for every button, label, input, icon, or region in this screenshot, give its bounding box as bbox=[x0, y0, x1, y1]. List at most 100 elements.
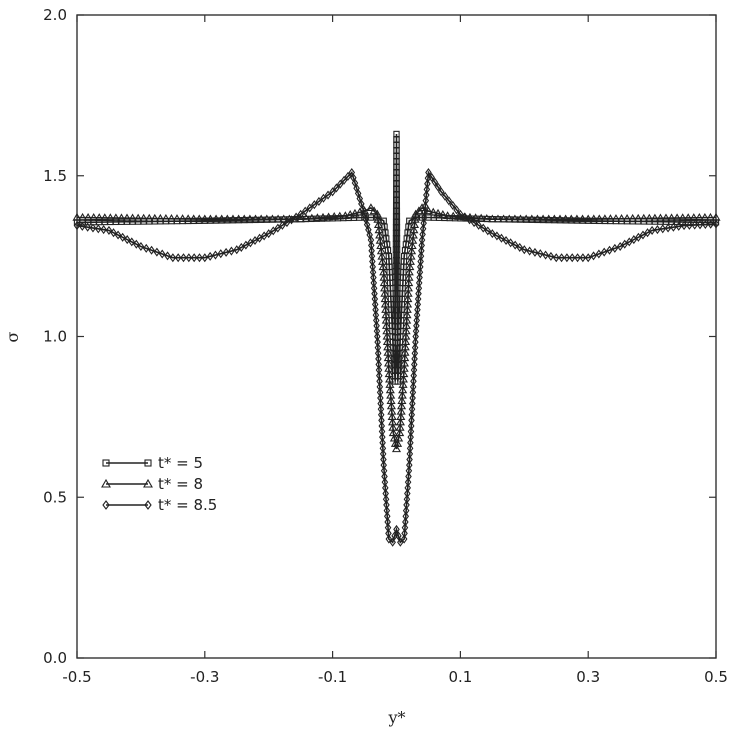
data-point bbox=[595, 249, 603, 259]
data-point bbox=[628, 213, 638, 222]
data-point bbox=[579, 253, 587, 263]
data-point bbox=[433, 208, 443, 217]
data-point bbox=[401, 337, 411, 346]
data-point bbox=[374, 331, 381, 342]
data-point bbox=[504, 214, 514, 223]
data-point bbox=[441, 191, 449, 201]
data-point bbox=[493, 231, 501, 241]
data-point bbox=[307, 213, 317, 222]
data-point bbox=[661, 213, 671, 222]
data-point bbox=[373, 326, 381, 336]
data-point bbox=[393, 524, 400, 534]
data-point bbox=[611, 214, 621, 222]
data-point bbox=[511, 240, 519, 250]
data-point bbox=[139, 213, 149, 222]
x-axis-label: y* bbox=[387, 708, 405, 727]
data-point bbox=[148, 245, 155, 255]
legend-item: t* = 8 bbox=[101, 475, 203, 493]
data-point bbox=[403, 294, 413, 303]
data-point bbox=[382, 489, 389, 499]
data-point bbox=[437, 187, 445, 197]
data-point bbox=[639, 213, 649, 222]
y-axis: 0.0 0.5 1.0 1.5 2.0 bbox=[43, 6, 716, 667]
data-point bbox=[415, 278, 423, 288]
data-point bbox=[393, 438, 403, 447]
data-point bbox=[178, 214, 188, 223]
data-point bbox=[404, 278, 414, 287]
data-point bbox=[563, 253, 571, 263]
data-point bbox=[377, 410, 385, 420]
data-point bbox=[292, 212, 300, 222]
data-point bbox=[385, 534, 393, 544]
data-point bbox=[712, 219, 720, 229]
data-point bbox=[428, 207, 438, 216]
data-point bbox=[527, 214, 537, 223]
data-point bbox=[412, 337, 419, 347]
data-point bbox=[375, 365, 383, 375]
data-point bbox=[493, 214, 503, 223]
data-point bbox=[402, 315, 412, 324]
data-point bbox=[169, 253, 177, 263]
data-point bbox=[172, 214, 182, 222]
data-point bbox=[407, 427, 415, 437]
data-point bbox=[265, 229, 272, 239]
data-point bbox=[273, 214, 283, 223]
data-point bbox=[382, 483, 389, 493]
data-point bbox=[260, 231, 268, 241]
data-point bbox=[526, 246, 533, 256]
data-point bbox=[454, 212, 464, 220]
series-triangle bbox=[72, 203, 721, 453]
data-point bbox=[100, 225, 107, 235]
data-point bbox=[395, 428, 405, 437]
data-point bbox=[128, 237, 136, 247]
data-point bbox=[700, 212, 710, 221]
data-point bbox=[406, 454, 413, 465]
y-tick-label: 1.0 bbox=[43, 328, 67, 346]
data-point bbox=[378, 427, 386, 437]
data-point bbox=[401, 528, 408, 538]
data-point bbox=[164, 251, 171, 261]
data-point bbox=[594, 214, 604, 223]
data-point bbox=[402, 506, 410, 516]
data-point bbox=[419, 224, 427, 234]
y-axis-label: σ bbox=[3, 331, 22, 342]
data-point bbox=[438, 210, 448, 218]
data-point bbox=[648, 225, 656, 235]
data-point bbox=[555, 214, 565, 223]
data-point bbox=[374, 343, 382, 353]
data-point bbox=[401, 252, 408, 260]
data-point bbox=[383, 500, 390, 510]
data-point bbox=[655, 213, 665, 222]
data-point bbox=[616, 214, 627, 222]
data-point bbox=[301, 214, 311, 222]
data-point bbox=[589, 214, 599, 223]
data-point bbox=[420, 213, 428, 223]
data-point bbox=[686, 220, 693, 230]
data-point bbox=[94, 213, 104, 221]
data-point bbox=[84, 222, 91, 232]
data-point bbox=[549, 214, 559, 223]
data-point bbox=[190, 253, 198, 263]
data-point bbox=[256, 233, 263, 243]
data-point bbox=[521, 214, 531, 223]
data-point bbox=[412, 331, 419, 342]
data-point bbox=[408, 410, 416, 420]
data-point bbox=[262, 214, 272, 223]
data-point bbox=[417, 251, 425, 261]
data-point bbox=[409, 225, 419, 234]
data-point bbox=[376, 382, 384, 392]
data-point bbox=[443, 211, 453, 220]
data-point bbox=[396, 406, 406, 415]
data-point bbox=[238, 242, 245, 252]
data-point bbox=[200, 214, 210, 223]
data-point bbox=[228, 214, 238, 223]
data-point bbox=[83, 212, 93, 221]
data-point bbox=[371, 299, 379, 309]
data-point bbox=[410, 376, 417, 386]
plot-frame bbox=[76, 14, 717, 659]
data-point bbox=[116, 213, 127, 222]
data-point bbox=[572, 214, 582, 223]
data-point bbox=[318, 212, 328, 221]
data-point bbox=[373, 321, 380, 331]
data-point bbox=[400, 347, 410, 356]
